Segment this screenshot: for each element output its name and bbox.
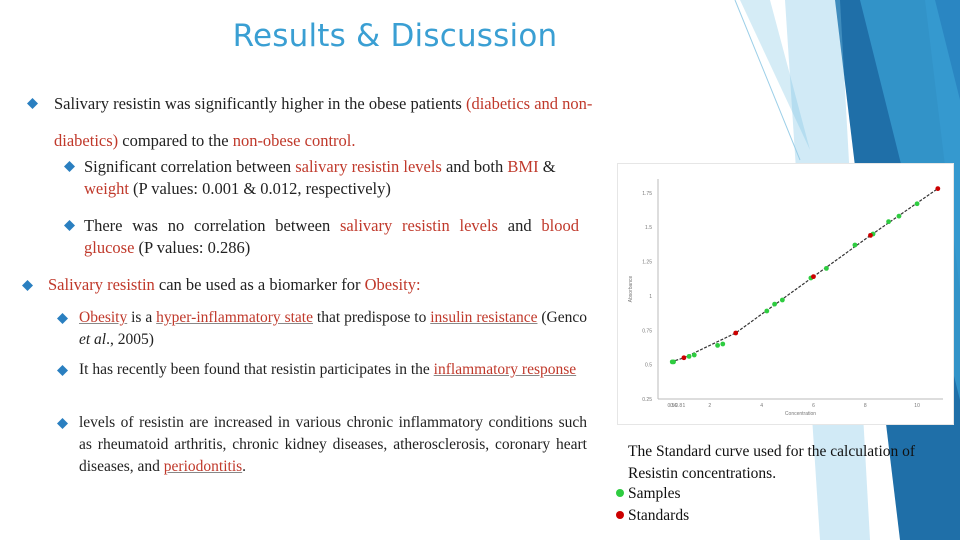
sub-bullet-no-correlation: There was no correlation between salivar…: [84, 215, 579, 259]
bullet-salivary-resistin-higher: Salivary resistin was significantly high…: [54, 93, 744, 115]
y-tick-label: 1.25: [642, 260, 652, 266]
highlight-text: hyper-inflammatory state: [156, 309, 313, 326]
sub-bullet-hyper-inflammatory: Obesity is a hyper-inflammatory state th…: [79, 307, 587, 351]
text-segment: &: [538, 157, 556, 176]
x-axis-label: Concentration: [785, 411, 816, 417]
legend-standards: Standards: [616, 505, 689, 527]
legend-label: Samples: [628, 485, 681, 502]
sample-point: [852, 242, 858, 248]
x-tick-label: 0.6: [670, 403, 677, 409]
standard-point: [811, 274, 816, 280]
x-tick-label: 1: [683, 403, 686, 409]
text-segment: and: [497, 216, 542, 235]
green-dot-icon: [616, 489, 624, 498]
diamond-bullet-icon: [64, 161, 75, 172]
highlight-text: Obesity: [79, 309, 128, 326]
highlight-text: salivary resistin levels: [340, 216, 498, 235]
x-tick-label: 4: [760, 403, 763, 409]
sample-point: [691, 352, 697, 358]
x-tick-label: 0.5: [667, 403, 674, 409]
bullet-salivary-resistin-higher-cont: diabetics) compared to the non-obese con…: [54, 130, 744, 152]
legend-samples: Samples: [616, 483, 681, 505]
y-tick-label: 0.75: [642, 328, 652, 334]
highlight-text: blood glucose: [84, 216, 579, 257]
red-dot-icon: [616, 511, 624, 520]
text-segment: ., 2005): [106, 331, 154, 348]
sub-bullet-chronic-conditions: levels of resistin are increased in vari…: [79, 412, 587, 478]
sample-point: [886, 219, 891, 225]
y-tick-label: 1.75: [642, 191, 652, 197]
sample-point: [824, 265, 829, 271]
sample-point: [671, 359, 676, 365]
text-segment: can be used as a biomarker for: [154, 275, 365, 294]
y-axis-label: Absorbance: [628, 275, 634, 302]
highlight-text: salivary resistin levels: [295, 157, 442, 176]
highlight-text: Salivary resistin: [48, 275, 155, 294]
text-segment: There was no correlation between: [84, 216, 341, 235]
highlight-text: Obesity:: [364, 275, 421, 294]
text-segment: Significant correlation between: [84, 157, 296, 176]
diamond-bullet-icon: [57, 418, 68, 429]
text-segment: (P values: 0.001 & 0.012, respectively): [128, 179, 391, 198]
text-segment: (P values: 0.286): [134, 238, 251, 257]
sample-point: [764, 308, 770, 314]
slide-title: Results & Discussion: [232, 18, 558, 54]
y-tick-label: 1: [649, 294, 652, 300]
sub-bullet-significant-correlation: Significant correlation between salivary…: [84, 156, 584, 200]
standard-point: [681, 355, 687, 361]
text-segment: .: [242, 458, 247, 475]
y-tick-label: 0.5: [645, 363, 652, 369]
diamond-bullet-icon: [57, 365, 68, 376]
highlight-text: (diabetics and non-: [465, 94, 593, 113]
standard-curve-chart: 0.25 0.5 0.75 1 1.25 1.5 1.75 0.5 0.6 0.8 1 2 4 6 8 10 C…: [617, 163, 954, 425]
highlight-text: periodontitis: [163, 458, 243, 475]
text-segment: and both: [441, 157, 508, 176]
standard-point: [868, 232, 873, 238]
highlight-text: diabetics): [54, 131, 119, 150]
sample-point: [720, 341, 726, 347]
x-tick-label: 2: [708, 403, 711, 409]
highlight-text: weight: [84, 179, 129, 198]
x-tick-label: 10: [914, 403, 920, 409]
highlight-text: non-obese control.: [232, 131, 356, 150]
diamond-bullet-icon: [22, 280, 33, 291]
sample-point: [914, 201, 920, 207]
x-tick-label: 6: [812, 403, 815, 409]
text-segment: levels of resistin are increased in vari…: [79, 414, 587, 475]
bullet-biomarker-obesity: Salivary resistin can be used as a bioma…: [48, 274, 608, 296]
sample-point: [715, 342, 720, 348]
sample-point: [779, 297, 785, 303]
sub-bullet-inflammatory-response: It has recently been found that resistin…: [79, 359, 587, 381]
text-segment: Salivary resistin was significantly high…: [54, 94, 466, 113]
highlight-text: insulin resistance: [430, 309, 538, 326]
x-tick-label: 8: [864, 403, 867, 409]
y-tick-label: 0.25: [642, 397, 652, 403]
text-segment: (Genco: [537, 309, 587, 326]
highlight-text: inflammatory response: [433, 361, 577, 378]
text-segment: compared to the: [118, 131, 233, 150]
diamond-bullet-icon: [27, 98, 38, 109]
highlight-text: BMI: [507, 157, 539, 176]
x-tick-label: 0.8: [675, 403, 682, 409]
text-segment: et al: [79, 331, 107, 348]
text-segment: that predispose to: [313, 309, 431, 326]
sample-point: [896, 213, 902, 219]
chart-caption: The Standard curve used for the calculat…: [628, 443, 916, 482]
sample-point: [686, 353, 692, 359]
legend-label: Standards: [628, 507, 690, 524]
sample-point: [772, 301, 777, 307]
standard-point: [935, 186, 941, 192]
text-segment: It has recently been found that resistin…: [79, 361, 434, 378]
text-segment: is a: [127, 309, 157, 326]
y-tick-label: 1.5: [645, 225, 652, 231]
diamond-bullet-icon: [64, 220, 75, 231]
diamond-bullet-icon: [57, 313, 68, 324]
standard-point: [733, 330, 739, 336]
